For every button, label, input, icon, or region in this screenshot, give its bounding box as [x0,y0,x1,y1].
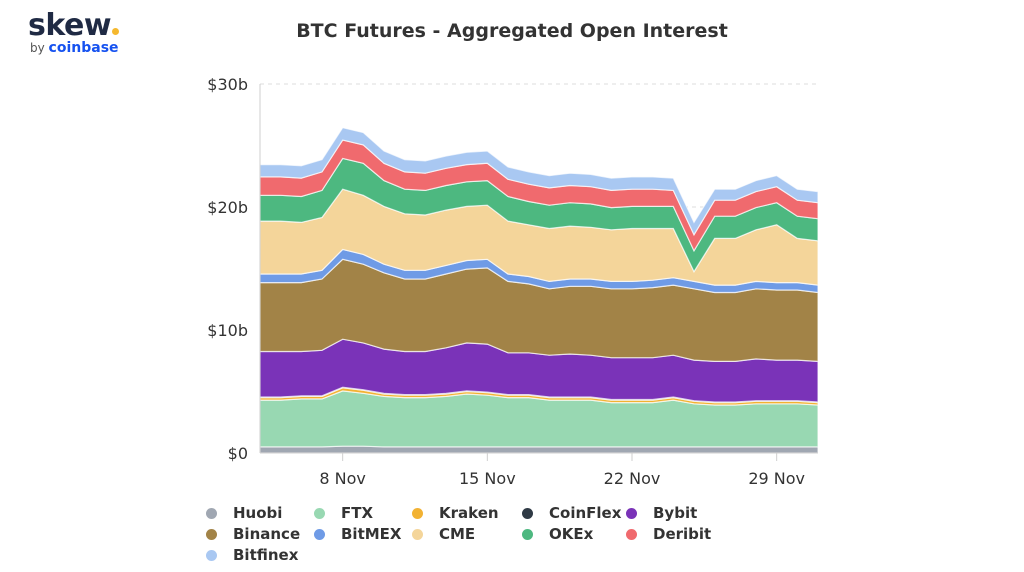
legend-item-bitmex[interactable]: BitMEX [314,524,401,544]
legend-label: CoinFlex [549,504,622,522]
legend-swatch-icon [206,549,217,561]
legend-swatch-icon [522,528,533,540]
legend-item-kraken[interactable]: Kraken [412,503,499,523]
legend-swatch-icon [314,528,325,540]
legend-swatch-icon [206,507,217,519]
legend-label: FTX [341,504,374,522]
legend-label: Deribit [653,525,712,543]
legend-label: CME [439,525,476,543]
logo-brand: coinbase [48,40,119,56]
x-tick-label-2: 22 Nov [604,469,661,488]
x-tick-label-0: 8 Nov [319,469,366,488]
y-tick-label-1: $10b [207,321,248,340]
legend-label: OKEx [549,525,594,543]
legend-label: Huobi [233,504,283,522]
logo-dot-icon [112,28,120,35]
legend-item-okex[interactable]: OKEx [522,524,593,544]
legend-swatch-icon [522,507,533,519]
legend-swatch-icon [626,507,637,519]
legend-item-cme[interactable]: CME [412,524,475,544]
x-tick-label-1: 15 Nov [459,469,516,488]
legend-item-bybit[interactable]: Bybit [626,503,697,523]
y-tick-label-0: $0 [228,444,248,463]
legend-item-binance[interactable]: Binance [206,524,300,544]
series-area-bitfinex [259,127,819,236]
logo-name: skew [28,8,112,43]
legend-item-ftx[interactable]: FTX [314,503,373,523]
legend-label: Bybit [653,504,698,522]
legend-label: Binance [233,525,301,543]
legend-label: BitMEX [341,525,402,543]
y-tick-label-2: $20b [207,198,248,217]
legend-swatch-icon [412,528,423,540]
y-tick-label-3: $30b [207,75,248,94]
logo-by: by [30,41,45,55]
legend-item-bitfinex[interactable]: Bitfinex [206,545,298,565]
legend-label: Kraken [439,504,499,522]
legend-swatch-icon [412,507,423,519]
x-tick-label-3: 29 Nov [748,469,805,488]
legend-swatch-icon [626,528,637,540]
legend-item-coinflex[interactable]: CoinFlex [522,503,621,523]
legend-item-huobi[interactable]: Huobi [206,503,282,523]
chart-title: BTC Futures - Aggregated Open Interest [296,20,728,42]
legend-item-deribit[interactable]: Deribit [626,524,711,544]
legend-label: Bitfinex [233,546,299,564]
legend-swatch-icon [314,507,325,519]
legend-swatch-icon [206,528,217,540]
skew-logo: skew by coinbase [28,8,120,56]
